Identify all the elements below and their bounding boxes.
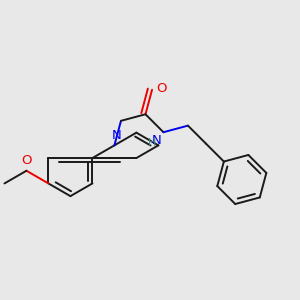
Text: O: O [156, 82, 166, 95]
Text: O: O [21, 154, 32, 167]
Text: H: H [148, 138, 157, 148]
Text: N: N [152, 134, 162, 147]
Text: N: N [112, 129, 122, 142]
